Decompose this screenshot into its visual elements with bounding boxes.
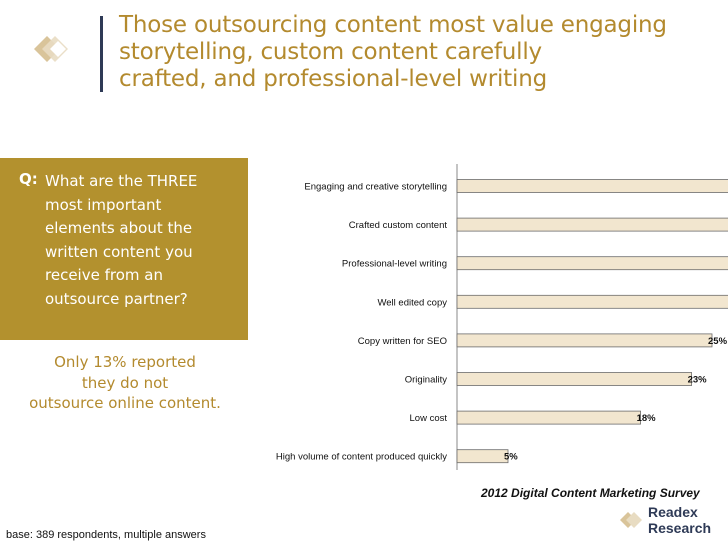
title-line: storytelling, custom content carefully <box>119 39 542 65</box>
question-text: What are the THREE most important elemen… <box>45 170 245 311</box>
page-title: Those outsourcing content most value eng… <box>119 12 709 93</box>
category-label: Crafted custom content <box>349 220 448 231</box>
question-line: outsource partner? <box>45 289 188 308</box>
bar <box>456 217 728 232</box>
question-label: Q: <box>19 170 38 188</box>
question-box <box>0 158 248 340</box>
category-label: Originality <box>405 375 447 386</box>
bar <box>456 333 713 348</box>
note-line: they do not <box>81 373 169 392</box>
category-label: Low cost <box>410 413 448 424</box>
title-line: Those outsourcing content most value eng… <box>119 12 667 38</box>
bar <box>456 256 728 271</box>
value-label: 18% <box>637 413 657 424</box>
category-label: Engaging and creative storytelling <box>304 182 447 193</box>
note-line: outsource online content. <box>29 394 221 412</box>
bar <box>456 410 642 425</box>
readex-logo: Readex Research <box>620 504 711 536</box>
bar <box>456 179 728 193</box>
bar <box>456 294 728 309</box>
diamond-logo-icon <box>34 36 68 62</box>
category-label: High volume of content produced quickly <box>276 452 447 463</box>
question-line: written content you <box>45 242 193 261</box>
bar-chart: Engaging and creative storytelling44%Cra… <box>276 164 728 470</box>
question-line: receive from an <box>45 266 163 284</box>
category-label: Professional-level writing <box>342 259 447 270</box>
question-line: What are the THREE <box>45 172 198 190</box>
category-label: Copy written for SEO <box>358 336 447 347</box>
survey-title: 2012 Digital Content Marketing Survey <box>481 486 700 500</box>
question-line: elements about the <box>45 219 193 237</box>
category-label: Well edited copy <box>377 297 447 308</box>
bar <box>456 372 693 386</box>
value-label: 5% <box>504 452 518 463</box>
bar <box>456 449 509 464</box>
title-line: crafted, and professional-level writing <box>119 66 547 92</box>
note-line: Only 13% reported <box>54 353 196 371</box>
title-divider <box>100 16 103 92</box>
brand-line1: Readex <box>648 504 698 520</box>
value-label: 23% <box>688 375 708 386</box>
value-label: 25% <box>708 336 728 347</box>
base-note: base: 389 respondents, multiple answers <box>6 529 206 541</box>
brand-line2: Research <box>648 520 711 536</box>
outsource-note: Only 13% reported they do not outsource … <box>10 352 240 414</box>
question-line: most important <box>45 195 162 214</box>
